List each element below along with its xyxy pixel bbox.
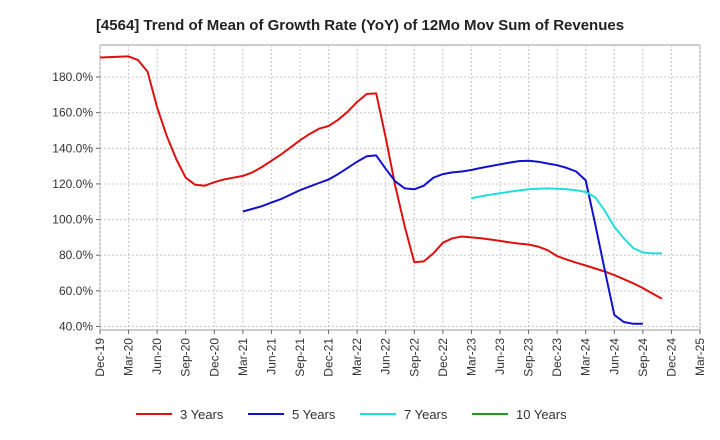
x-tick-label: Jun-22 bbox=[379, 338, 393, 375]
x-tick-label: Mar-20 bbox=[122, 338, 136, 376]
chart-title: [4564] Trend of Mean of Growth Rate (YoY… bbox=[96, 17, 624, 34]
x-tick-label: Sep-23 bbox=[522, 338, 536, 377]
y-tick-label: 60.0% bbox=[59, 284, 93, 298]
legend-label-3-years: 3 Years bbox=[180, 407, 224, 422]
x-axis-ticks: Dec-19 Mar-20 Jun-20 Sep-20 Dec-20 Mar-21 Jun-… bbox=[93, 330, 707, 377]
x-tick-label: Jun-24 bbox=[607, 338, 621, 375]
x-tick-label: Dec-21 bbox=[322, 338, 336, 377]
x-tick-label: Jun-21 bbox=[264, 338, 278, 375]
x-tick-label: Dec-19 bbox=[93, 338, 107, 377]
x-tick-label: Dec-22 bbox=[436, 338, 450, 377]
x-tick-label: Dec-24 bbox=[664, 338, 678, 377]
legend-label-7-years: 7 Years bbox=[404, 407, 448, 422]
y-tick-label: 80.0% bbox=[59, 248, 93, 262]
y-tick-label: 160.0% bbox=[52, 106, 93, 120]
x-tick-label: Jun-20 bbox=[150, 338, 164, 375]
y-tick-label: 100.0% bbox=[52, 213, 93, 227]
series-line-7-years bbox=[471, 187, 662, 255]
x-tick-label: Sep-20 bbox=[179, 338, 193, 377]
y-axis-ticks: 40.0% 60.0% 80.0% 100.0% 120.0% 140.0% 160.0% 1… bbox=[52, 70, 100, 333]
y-tick-label: 180.0% bbox=[52, 70, 93, 84]
series-line-3-years bbox=[99, 55, 663, 300]
legend: 3 Years 5 Years 7 Years 10 Years bbox=[136, 407, 567, 422]
legend-label-5-years: 5 Years bbox=[292, 407, 336, 422]
x-tick-label: Jun-23 bbox=[493, 338, 507, 375]
x-tick-label: Dec-23 bbox=[550, 338, 564, 377]
x-tick-label: Sep-21 bbox=[293, 338, 307, 377]
x-tick-label: Sep-24 bbox=[636, 338, 650, 377]
x-tick-label: Dec-20 bbox=[207, 338, 221, 377]
legend-label-10-years: 10 Years bbox=[516, 407, 567, 422]
x-tick-label: Mar-23 bbox=[464, 338, 478, 376]
series-line-5-years bbox=[242, 154, 643, 325]
x-tick-label: Mar-22 bbox=[350, 338, 364, 376]
y-tick-label: 120.0% bbox=[52, 177, 93, 191]
series-lines bbox=[99, 55, 663, 325]
x-tick-label: Mar-24 bbox=[579, 338, 593, 376]
x-tick-label: Mar-25 bbox=[693, 338, 707, 376]
y-tick-label: 40.0% bbox=[59, 319, 93, 333]
plot-area bbox=[99, 44, 701, 331]
x-tick-label: Sep-22 bbox=[407, 338, 421, 377]
x-tick-label: Mar-21 bbox=[236, 338, 250, 376]
y-tick-label: 140.0% bbox=[52, 141, 93, 155]
